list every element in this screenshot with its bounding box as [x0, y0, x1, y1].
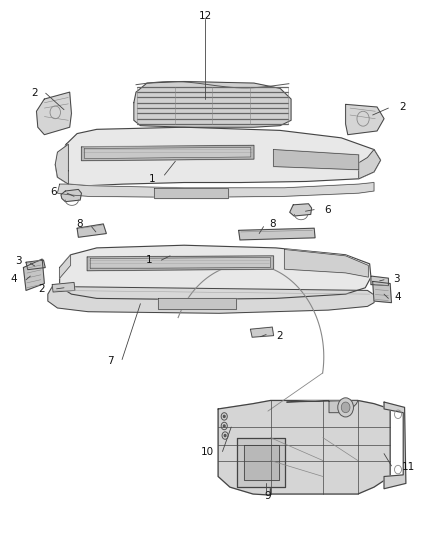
Polygon shape — [57, 182, 374, 197]
Text: 8: 8 — [269, 219, 276, 229]
Polygon shape — [87, 256, 274, 271]
Polygon shape — [48, 287, 375, 313]
Text: 2: 2 — [277, 330, 283, 341]
Circle shape — [224, 434, 226, 437]
Polygon shape — [237, 438, 286, 487]
Polygon shape — [60, 255, 71, 278]
Text: 8: 8 — [76, 219, 83, 229]
Polygon shape — [359, 150, 381, 179]
Text: 1: 1 — [146, 255, 152, 265]
Polygon shape — [77, 224, 106, 237]
Text: 2: 2 — [399, 102, 406, 112]
Polygon shape — [153, 188, 228, 198]
Text: 6: 6 — [50, 187, 57, 197]
Polygon shape — [244, 445, 279, 480]
Polygon shape — [61, 189, 81, 201]
Text: 12: 12 — [198, 11, 212, 21]
Text: 9: 9 — [265, 491, 271, 501]
Polygon shape — [373, 281, 392, 303]
Text: 3: 3 — [393, 274, 399, 284]
Circle shape — [223, 415, 225, 417]
Polygon shape — [287, 400, 358, 413]
Polygon shape — [239, 228, 315, 240]
Polygon shape — [251, 327, 274, 337]
Polygon shape — [26, 260, 45, 270]
Circle shape — [338, 398, 353, 417]
Polygon shape — [346, 104, 384, 135]
Text: 2: 2 — [39, 284, 45, 294]
Text: 2: 2 — [31, 88, 38, 98]
Polygon shape — [81, 146, 254, 161]
Circle shape — [223, 425, 225, 427]
Polygon shape — [52, 282, 75, 292]
Polygon shape — [60, 245, 371, 300]
Polygon shape — [290, 204, 311, 216]
Polygon shape — [285, 249, 368, 277]
Text: 4: 4 — [11, 274, 17, 284]
Text: 7: 7 — [107, 356, 113, 366]
Text: 11: 11 — [402, 463, 415, 472]
Polygon shape — [134, 82, 291, 127]
Polygon shape — [36, 92, 71, 135]
Polygon shape — [371, 276, 389, 286]
Polygon shape — [158, 298, 237, 309]
Polygon shape — [55, 144, 68, 184]
Polygon shape — [218, 400, 390, 495]
Polygon shape — [274, 150, 359, 169]
Circle shape — [341, 402, 350, 413]
Text: 3: 3 — [15, 256, 21, 266]
Text: 1: 1 — [149, 174, 155, 184]
Text: 4: 4 — [395, 292, 401, 302]
Polygon shape — [90, 257, 271, 269]
Polygon shape — [55, 127, 381, 185]
Polygon shape — [23, 259, 44, 290]
Text: 10: 10 — [201, 447, 214, 456]
Text: 6: 6 — [325, 205, 331, 215]
Polygon shape — [85, 148, 251, 159]
Polygon shape — [384, 402, 406, 489]
